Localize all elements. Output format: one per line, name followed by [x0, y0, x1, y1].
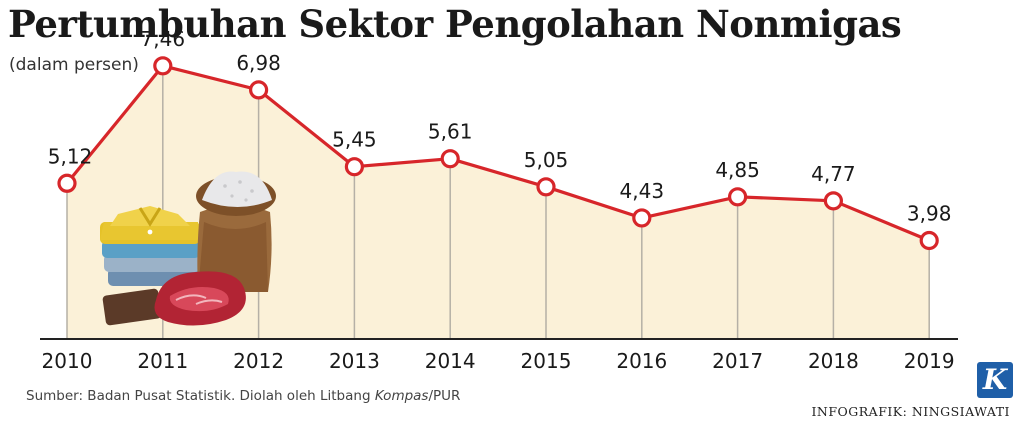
x-tick-2019: 2019 [904, 349, 955, 373]
marker-2015 [536, 177, 556, 197]
source-suffix: /PUR [428, 388, 461, 404]
value-label-2014: 5,61 [428, 120, 473, 144]
chart-title: Pertumbuhan Sektor Pengolahan Nonmigas [8, 2, 902, 46]
x-tick-2010: 2010 [42, 349, 93, 373]
x-tick-2017: 2017 [712, 349, 763, 373]
leather-illustration [102, 288, 162, 326]
value-label-2015: 5,05 [524, 148, 569, 172]
value-label-2012: 6,98 [236, 51, 281, 75]
value-labels: 5,12 7,46 6,98 5,45 5,61 5,05 4,43 4,85 4,77 3,98 [48, 27, 952, 226]
value-label-2018: 4,77 [811, 162, 856, 186]
infographic-credit: INFOGRAFIK: NINGSIAWATI [811, 404, 1010, 419]
illustration-commodities [100, 171, 276, 326]
marker-2011 [153, 56, 173, 76]
x-tick-2013: 2013 [329, 349, 380, 373]
marker-2010 [57, 173, 77, 193]
value-label-2010: 5,12 [48, 144, 93, 168]
series-line [65, 64, 930, 242]
value-label-2019: 3,98 [907, 202, 952, 226]
value-label-2011: 7,46 [141, 27, 186, 51]
marker-2012 [249, 80, 269, 100]
x-tick-labels: 2010 2011 2012 2013 2014 2015 2016 2017 2018 2019 [42, 349, 955, 373]
value-label-2017: 4,85 [715, 158, 760, 182]
x-tick-2016: 2016 [616, 349, 667, 373]
kompas-logo: K [977, 362, 1013, 398]
marker-2013 [344, 157, 364, 177]
meat-illustration [154, 271, 246, 326]
source-note: Sumber: Badan Pusat Statistik. Diolah ol… [26, 388, 460, 404]
source-italic: Kompas [374, 388, 429, 404]
x-tick-2011: 2011 [137, 349, 188, 373]
marker-2019 [919, 230, 939, 251]
x-tick-2015: 2015 [521, 349, 572, 373]
chart-subtitle: (dalam persen) [9, 55, 139, 75]
value-label-2013: 5,45 [332, 128, 377, 152]
area-fill [67, 65, 930, 340]
marker-2016 [632, 208, 652, 228]
marker-2014 [440, 149, 460, 169]
source-prefix: Sumber: Badan Pusat Statistik. Diolah ol… [26, 388, 375, 404]
value-label-2016: 4,43 [620, 179, 665, 203]
marker-2017 [727, 187, 748, 207]
x-tick-2014: 2014 [425, 349, 476, 373]
x-tick-2018: 2018 [808, 349, 859, 373]
data-markers [57, 56, 939, 251]
x-tick-2012: 2012 [233, 349, 284, 373]
marker-2018 [823, 191, 844, 211]
shirts-illustration [100, 206, 200, 286]
area-fill-path [67, 65, 930, 340]
